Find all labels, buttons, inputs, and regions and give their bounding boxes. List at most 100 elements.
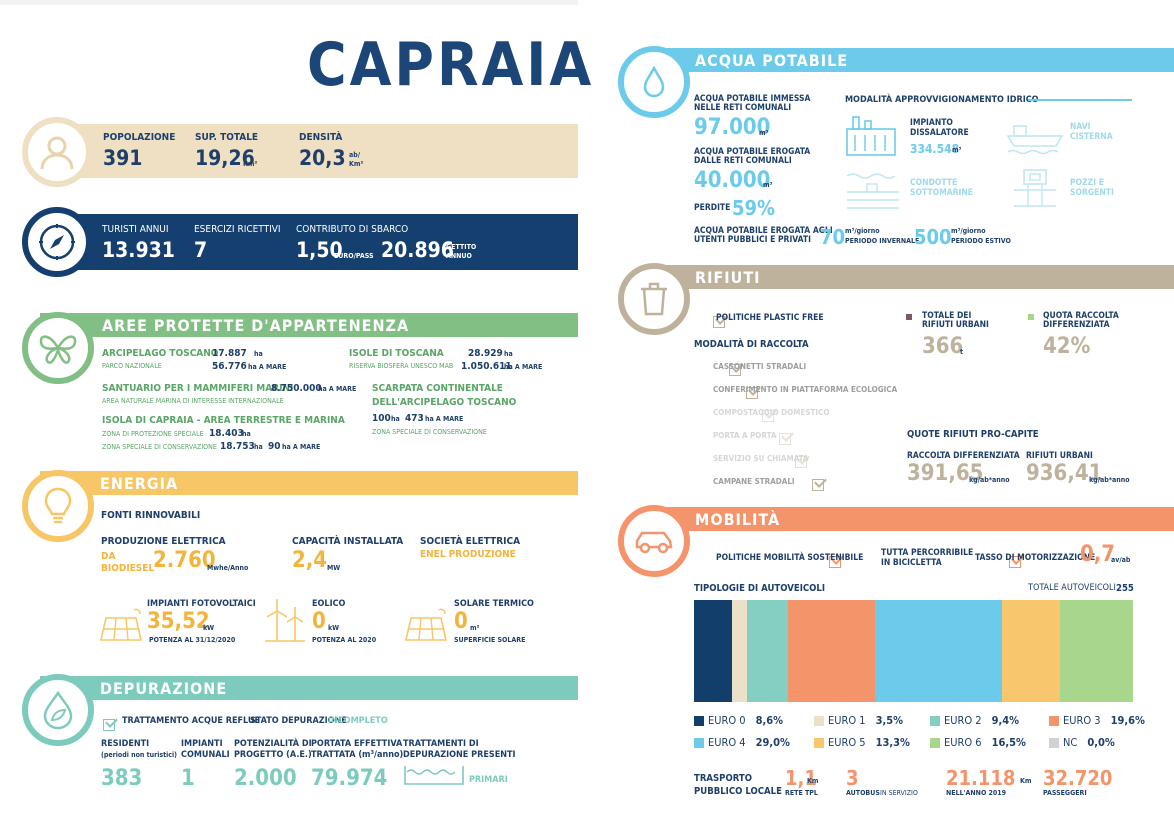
lightbulb-icon: [44, 487, 72, 524]
density-value: 20,3: [299, 146, 346, 170]
treatments-label-1: TRATTAMENTI DI: [403, 739, 479, 749]
scarpata-value-1: 100: [372, 413, 391, 424]
population-band: [40, 124, 578, 178]
water-in-label-1: ACQUA POTABILE IMMESSA: [694, 94, 811, 104]
density-unit-2: Km²: [349, 160, 364, 168]
flow-label-2: TRATTATA (m³/anno): [311, 750, 404, 760]
capraia-value-3: 90: [268, 441, 281, 452]
network-unit: Km: [807, 777, 819, 785]
tourism-circle: [22, 207, 92, 277]
arcipelago-unit-2: ha A MARE: [248, 363, 287, 371]
pipeline-icon: [846, 173, 899, 209]
collection-check-4: [795, 455, 808, 468]
total-waste-swatch: [906, 314, 912, 320]
collection-item-2: COMPOSTAGGIO DOMESTICO: [713, 408, 830, 417]
legend-value: 29,0%: [755, 736, 790, 749]
water-out-label-1: ACQUA POTABILE EROGATA: [694, 147, 811, 157]
tpl-label-1: TRASPORTO: [694, 773, 752, 784]
isole-title: ISOLE DI TOSCANA: [349, 348, 444, 359]
total-waste-unit: t: [960, 348, 964, 356]
water-title: ACQUA POTABILE: [695, 51, 849, 70]
legend-label: EURO 0: [708, 714, 746, 727]
collection-check-3: [778, 432, 791, 445]
tank-icon: [404, 766, 464, 785]
legend-label: EURO 1: [828, 714, 866, 727]
energy-title: ENERGIA: [100, 474, 179, 493]
summer-value: 500: [914, 225, 952, 249]
purification-circle: [22, 674, 94, 746]
isole-value-1: 28.929: [468, 348, 503, 359]
population-circle: [22, 117, 92, 187]
wind-value: 0: [312, 609, 326, 634]
legend-swatch: [694, 737, 704, 748]
total-waste-value: 366: [922, 334, 964, 359]
santuario-sub: AREA NATURALE MARINA DI INTERESSE INTERN…: [102, 397, 284, 405]
plants-label-1: IMPIANTI: [181, 739, 223, 749]
mobility-band: [648, 507, 1174, 531]
treatments-value: PRIMARI: [469, 775, 508, 785]
capraia-unit-3: ha A MARE: [282, 443, 321, 451]
desalination-label-1: IMPIANTO: [910, 118, 953, 128]
passengers-sub: PASSEGGERI: [1043, 789, 1087, 797]
per-capita-rd-label: RACCOLTA DIFFERENZIATA: [907, 451, 1020, 461]
legend-label: EURO 3: [1063, 714, 1101, 727]
motorization-label: TASSO DI MOTORIZZAZIONE: [975, 553, 1096, 563]
collection-item-4: SERVIZIO SU CHIAMATA: [713, 454, 809, 463]
capacity-design-label-2: PROGETTO (A.E.): [234, 750, 312, 760]
legend-item-euro-2: EURO 2 9,4%: [930, 714, 1019, 727]
collection-item-0: CASSONETTI STRADALI: [713, 362, 807, 371]
water-circle: [618, 46, 690, 118]
plants-value: 1: [181, 766, 195, 791]
bar-euro-5: [1002, 600, 1061, 702]
wells-label-2: SORGENTI: [1070, 188, 1114, 198]
tourists-label: TURISTI ANNUI: [102, 224, 169, 235]
santuario-title: SANTUARIO PER I MAMMIFERI MARINI: [102, 383, 294, 394]
legend-label: EURO 5: [828, 736, 866, 749]
wind-label: EOLICO: [312, 599, 346, 609]
losses-label: PERDITE: [694, 203, 731, 213]
arcipelago-sub: PARCO NAZIONALE: [102, 362, 162, 370]
production-source-2: BIODIESEL: [101, 563, 155, 574]
isole-sub: RISERVA BIOSFERA UNESCO MAB: [349, 362, 454, 370]
waste-band: [648, 265, 1174, 289]
legend-value: 19,6%: [1110, 714, 1145, 727]
landing-fee-value: 1,50: [296, 238, 343, 262]
collection-check-1: [745, 386, 758, 399]
buses-sub-1: AUTOBUS: [846, 789, 880, 797]
winter-unit: m³/giorno: [845, 227, 880, 235]
legend-swatch: [814, 737, 824, 748]
legend-value: 8,6%: [755, 714, 784, 727]
legend-label: NC: [1063, 736, 1078, 749]
water-out-value: 40.000: [694, 168, 771, 193]
status-value: INCOMPLETO: [328, 716, 388, 726]
accommodations-value: 7: [194, 238, 208, 262]
solar-thermal-icon: [405, 608, 447, 641]
residents-value: 383: [101, 766, 143, 791]
bar-euro-2: [747, 600, 789, 702]
water-out-label-2: DALLE RETI COMUNALI: [694, 156, 792, 166]
legend-item-euro-3: EURO 3 19,6%: [1049, 714, 1145, 727]
pipeline-label-2: SOTTOMARINE: [910, 188, 974, 198]
wells-label-1: POZZI E: [1070, 178, 1104, 188]
top-strip: [0, 0, 578, 5]
mobility-title: MOBILITÀ: [695, 510, 781, 529]
company-value: ENEL PRODUZIONE: [420, 549, 516, 560]
scarpata-title-2: DELL'ARCIPELAGO TOSCANO: [372, 397, 517, 408]
energy-band: [40, 471, 578, 495]
water-drop-leaf-icon: [43, 690, 73, 730]
total-vehicles-value: 255: [1116, 583, 1134, 594]
winter-sub: PERIODO INVERNALE: [845, 237, 920, 245]
per-capita-ru-value: 936,41: [1026, 461, 1103, 486]
summer-sub: PERIODO ESTIVO: [951, 237, 1011, 245]
wind-turbine-icon: [265, 599, 305, 642]
km-sub: NELL'ANNO 2019: [946, 789, 1007, 797]
water-in-unit: m³: [759, 129, 769, 137]
buses-sub-2: IN SERVIZIO: [880, 789, 918, 797]
isole-unit-2: ha A MARE: [504, 363, 543, 371]
protected-areas-circle: [22, 312, 94, 384]
person-icon: [40, 136, 74, 170]
legend-swatch: [1049, 715, 1059, 726]
car-icon: [635, 531, 673, 554]
protected-areas-band: [40, 313, 578, 337]
tourism-band: [40, 214, 578, 270]
